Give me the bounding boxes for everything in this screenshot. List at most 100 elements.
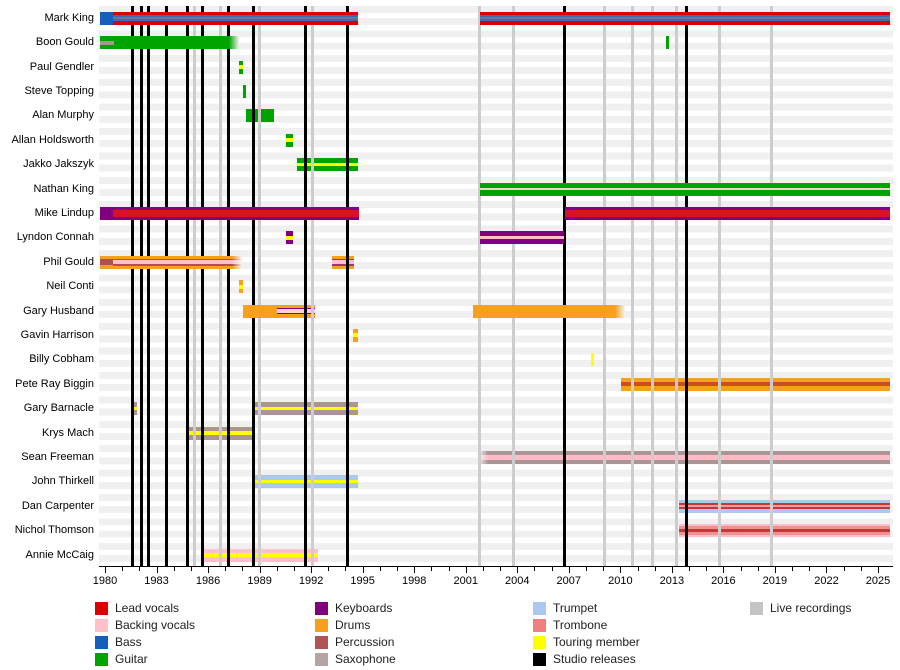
studio-release-line: [252, 6, 256, 566]
bar-role-stripe: [238, 65, 243, 69]
x-axis-minor-tick: [654, 567, 656, 571]
member-bar: [353, 328, 358, 342]
x-axis-tick-label: 1986: [195, 575, 221, 587]
x-axis-major-tick: [259, 567, 261, 573]
x-axis-tick-label: 2016: [711, 575, 736, 587]
x-axis-minor-tick: [122, 567, 124, 571]
member-bar: [286, 231, 293, 245]
bar-role-stripe: [238, 284, 244, 289]
member-bar: [238, 60, 243, 74]
member-bar: [186, 426, 255, 440]
x-axis-minor-tick: [534, 567, 536, 571]
studio-release-line: [201, 6, 205, 566]
bar-role-stripe: [131, 406, 137, 411]
bar-role-stripe: [480, 236, 565, 240]
x-axis-tick-label: 1983: [144, 575, 169, 587]
bar-role-stripe: [678, 503, 891, 505]
bar-role-stripe: [480, 15, 891, 22]
member-label: Pete Ray Biggin: [15, 377, 94, 390]
member-bar: [665, 36, 670, 50]
bar-fade-right: [228, 36, 239, 50]
legend-label: Trombone: [553, 618, 608, 632]
live-recording-line: [603, 6, 607, 566]
bar-role-stripe: [331, 264, 355, 266]
member-bar: [254, 475, 359, 489]
member-bar: [243, 84, 247, 98]
member-label: Neil Conti: [46, 280, 94, 293]
row-zebra-bands: [99, 6, 893, 566]
legend-label: Bass: [115, 635, 142, 649]
bar-role-stripe: [99, 259, 113, 266]
studio-release-line: [684, 6, 688, 566]
legend-swatch-lead-vocals: [95, 602, 108, 615]
bar-role-stripe: [353, 333, 358, 338]
x-axis-minor-tick: [843, 567, 845, 571]
legend-label: Trumpet: [553, 601, 598, 615]
member-bar: [480, 11, 891, 25]
x-axis-tick-label: 2022: [814, 575, 839, 587]
x-axis-major-tick: [311, 567, 313, 573]
legend-label: Lead vocals: [115, 601, 180, 615]
legend-label: Backing vocals: [115, 618, 196, 632]
member-bar: [112, 11, 359, 25]
bar-role-stripe: [480, 188, 891, 190]
bar-role-stripe: [202, 553, 318, 557]
live-recording-line: [674, 6, 678, 566]
x-axis-tick-label: 1980: [92, 575, 118, 587]
member-bar: [331, 255, 355, 269]
legend-swatch-trombone: [533, 619, 546, 632]
studio-release-line: [139, 6, 143, 566]
x-axis-minor-tick: [585, 567, 587, 571]
x-axis-minor-tick: [242, 567, 244, 571]
x-axis-tick-label: 2025: [865, 575, 891, 587]
x-axis-major-tick: [362, 567, 364, 573]
member-bar: [472, 304, 626, 318]
x-axis-minor-tick: [173, 567, 175, 571]
bar-fade-right: [615, 304, 626, 318]
x-axis-minor-tick: [792, 567, 794, 571]
member-label: Gavin Harrison: [20, 328, 94, 341]
x-axis-major-tick: [671, 567, 673, 573]
member-bar: [99, 11, 113, 25]
bar-fade-right: [232, 255, 243, 269]
legend-label: Drums: [335, 618, 371, 632]
bar-role-stripe: [112, 260, 243, 264]
x-axis-minor-tick: [225, 567, 227, 571]
legend-swatch-drums: [315, 619, 328, 632]
x-axis-minor-tick: [689, 567, 691, 571]
legend-swatch-touring-member: [533, 636, 546, 649]
x-axis-minor-tick: [397, 567, 399, 571]
member-bar: [131, 402, 137, 416]
member-label: Mark King: [44, 11, 94, 24]
member-bar: [296, 158, 359, 172]
bar-role-stripe: [276, 307, 315, 310]
bar-role-stripe: [186, 431, 255, 435]
studio-release-line: [345, 6, 349, 566]
x-axis-minor-tick: [860, 567, 862, 571]
bar-role-stripe: [477, 454, 891, 460]
x-axis-minor-tick: [293, 567, 295, 571]
x-axis-minor-tick: [482, 567, 484, 571]
member-label: Boon Gould: [35, 36, 94, 49]
legend-swatch-guitar: [95, 653, 108, 666]
x-axis-major-tick: [105, 567, 106, 573]
x-axis-major-tick: [723, 567, 725, 573]
member-bar: [621, 377, 891, 391]
x-axis-major-tick: [517, 567, 519, 573]
member-bar: [112, 206, 360, 220]
x-axis-major-tick: [156, 567, 158, 573]
studio-release-line: [563, 6, 566, 566]
studio-release-line: [227, 6, 231, 566]
bar-role-stripe: [254, 407, 359, 411]
bar-role-stripe: [621, 382, 891, 387]
member-bar: [99, 206, 113, 220]
legend-swatch-studio-releases: [533, 653, 546, 666]
member-label: Phil Gould: [43, 255, 94, 268]
x-axis-minor-tick: [603, 567, 605, 571]
member-bar: [112, 255, 243, 269]
x-axis-major-tick: [414, 567, 416, 573]
legend-swatch-live-recordings: [750, 602, 763, 615]
